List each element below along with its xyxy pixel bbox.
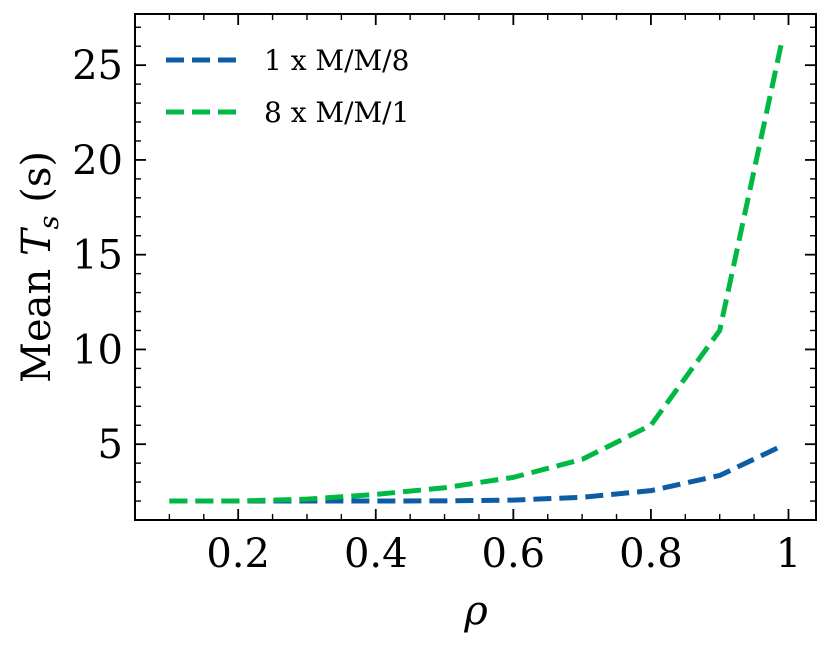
- x-tick-label: 0.8: [619, 531, 683, 577]
- series-line-1: [169, 443, 783, 504]
- y-tick-label: 25: [72, 43, 123, 89]
- y-tick-labels: 5 10 15 20 25: [72, 43, 123, 468]
- major-ticks: [135, 14, 816, 520]
- y-tick-label: 10: [72, 327, 123, 373]
- x-tick-labels: 0.2 0.4 0.6 0.8 1: [206, 531, 801, 577]
- legend-label-1: 1 x M/M/8: [264, 44, 409, 77]
- minor-ticks: [135, 14, 816, 521]
- y-axis-label: Mean Ts (s): [14, 151, 65, 383]
- x-axis-label: ρ: [463, 588, 488, 634]
- x-tick-label: 0.6: [482, 531, 546, 577]
- legend: 1 x M/M/8 8 x M/M/1: [166, 44, 409, 129]
- x-tick-label: 0.4: [344, 531, 408, 577]
- series-lines: [169, 41, 785, 504]
- plot-area: [134, 13, 817, 521]
- y-tick-label: 20: [72, 138, 123, 184]
- x-tick-label: 0.2: [206, 531, 270, 577]
- series-line-2: [169, 41, 785, 504]
- legend-label-2: 8 x M/M/1: [264, 96, 409, 129]
- plot-frame: [134, 13, 817, 521]
- x-tick-label: 1: [776, 531, 801, 577]
- y-tick-label: 5: [98, 422, 123, 468]
- y-tick-label: 15: [72, 233, 123, 279]
